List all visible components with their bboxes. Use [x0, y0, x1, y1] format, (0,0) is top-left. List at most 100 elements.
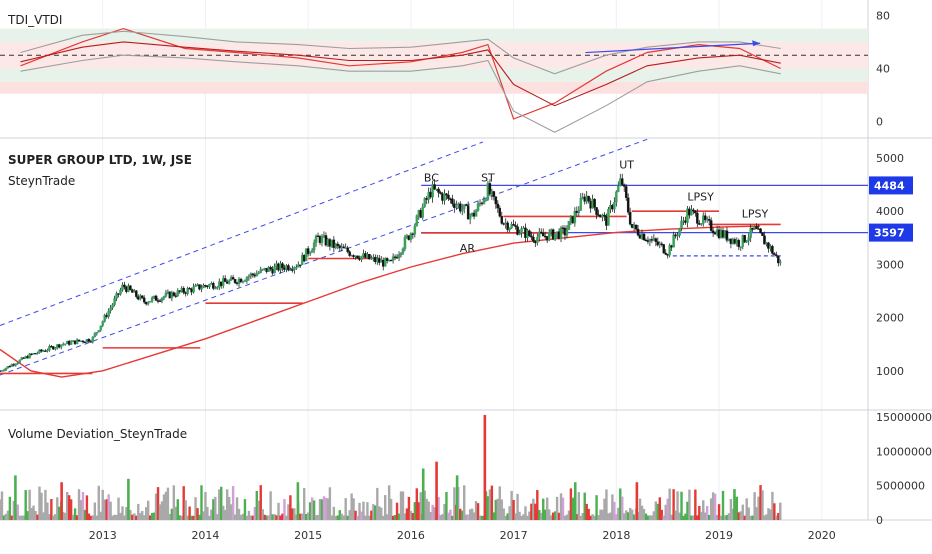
volume-bar-157	[308, 502, 312, 520]
volume-bar-42	[81, 491, 85, 520]
volume-bar-387	[763, 515, 766, 520]
volume-bar-243	[478, 515, 482, 520]
candle-body-57	[111, 304, 114, 308]
volume-bar-303	[597, 515, 600, 520]
volume-bar-318	[626, 512, 630, 520]
volume-bar-48	[93, 502, 97, 520]
price-tick-1000: 1000	[876, 365, 904, 378]
candle-body-108	[212, 283, 215, 289]
volume-bar-369	[727, 513, 731, 520]
candle-body-58	[113, 298, 116, 305]
price-label-box-0	[869, 176, 913, 195]
volume-bar-374	[737, 512, 741, 520]
volume-bar-123	[241, 513, 245, 520]
volume-bar-277	[545, 497, 549, 520]
candle-body-42	[81, 340, 85, 343]
candle-body-133	[261, 268, 264, 271]
x-tick-2015: 2015	[294, 529, 322, 542]
volume-bar-130	[255, 490, 259, 520]
volume-bar-182	[358, 502, 361, 520]
volume-bar-66	[129, 509, 132, 520]
candle-body-203	[399, 252, 403, 255]
candle-body-269	[530, 235, 533, 238]
candle-body-88	[172, 292, 176, 296]
candle-body-110	[216, 286, 219, 289]
volume-bar-290	[571, 497, 575, 520]
volume-bar-193	[380, 507, 383, 520]
candle-body-43	[83, 341, 87, 343]
candle-body-50	[97, 330, 101, 333]
volume-bar-85	[166, 487, 170, 520]
volume-bar-104	[204, 491, 207, 520]
volume-bar-64	[125, 507, 128, 520]
volume-bar-391	[771, 491, 774, 520]
candle-body-375	[739, 246, 743, 248]
volume-bar-3	[4, 513, 8, 520]
volume-bar-30	[58, 506, 61, 520]
candle-body-229	[451, 198, 454, 204]
volume-bar-152	[299, 513, 302, 520]
candle-body-258	[508, 227, 511, 231]
volume-bar-244	[480, 515, 484, 520]
volume-bar-93	[182, 486, 185, 520]
volume-bar-274	[540, 512, 543, 520]
candle-body-66	[129, 285, 132, 290]
candle-body-284	[559, 227, 563, 239]
volume-bar-110	[216, 514, 219, 520]
volume-bar-251	[494, 499, 498, 520]
volume-bar-235	[463, 485, 466, 520]
candle-body-84	[164, 292, 168, 297]
volume-bar-171	[336, 515, 339, 520]
candle-body-139	[273, 266, 276, 274]
volume-bar-339	[668, 488, 671, 520]
candle-body-76	[148, 301, 152, 303]
volume-bar-61	[119, 512, 122, 520]
candle-body-136	[267, 267, 270, 272]
tdi-trend-arrow	[585, 42, 761, 54]
candle-body-181	[356, 255, 359, 259]
volume-bar-143	[281, 513, 284, 520]
volume-bar-362	[713, 493, 717, 520]
volume-bar-172	[338, 510, 341, 520]
volume-bar-20	[38, 486, 41, 520]
volume-bar-78	[152, 512, 156, 520]
candle-body-195	[383, 258, 387, 267]
candle-body-337	[664, 252, 667, 255]
candle-body-223	[439, 192, 442, 194]
tdi-title: TDI_VTDI	[7, 13, 62, 27]
volume-bar-137	[269, 491, 272, 520]
candle-body-113	[221, 278, 225, 286]
volume-bar-392	[773, 503, 776, 520]
volume-bar-46	[89, 515, 93, 520]
price-label-1: 3597	[874, 227, 905, 240]
volume-bar-111	[218, 489, 221, 520]
volume-bar-263	[518, 511, 521, 520]
volume-bar-170	[334, 515, 338, 520]
volume-bar-326	[642, 508, 646, 520]
volume-bar-177	[348, 510, 351, 520]
volume-bar-115	[225, 489, 229, 520]
volume-bar-257	[506, 513, 509, 520]
volume-bar-335	[660, 509, 663, 520]
volume-bar-337	[664, 504, 667, 520]
volume-bar-37	[71, 514, 75, 520]
volume-bar-207	[407, 496, 411, 520]
volume-bar-230	[453, 487, 456, 520]
tdi-series-2	[20, 30, 781, 75]
candle-body-24	[46, 349, 49, 352]
volume-bar-140	[275, 515, 278, 520]
candle-body-31	[59, 344, 63, 348]
volume-bar-89	[174, 506, 178, 520]
candle-body-308	[607, 209, 610, 226]
volume-bar-358	[706, 505, 709, 520]
volume-bar-105	[206, 506, 209, 520]
volume-bar-167	[328, 487, 332, 520]
volume-bar-390	[769, 509, 772, 520]
candle-body-15	[28, 353, 31, 359]
volume-bar-220	[433, 507, 436, 520]
volume-bar-68	[133, 513, 136, 520]
tdi-band-3	[0, 81, 868, 94]
volume-bar-281	[553, 511, 557, 520]
volume-bar-173	[340, 513, 343, 520]
volume-bar-389	[767, 508, 770, 520]
